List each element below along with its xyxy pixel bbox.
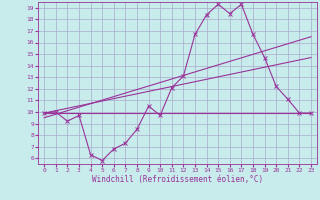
- X-axis label: Windchill (Refroidissement éolien,°C): Windchill (Refroidissement éolien,°C): [92, 175, 263, 184]
